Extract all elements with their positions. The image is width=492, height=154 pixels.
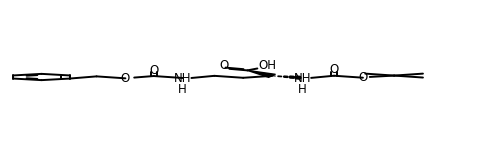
- Text: NH: NH: [174, 72, 192, 85]
- Text: NH: NH: [294, 72, 311, 85]
- Text: H: H: [298, 83, 307, 96]
- Polygon shape: [247, 70, 276, 77]
- Text: OH: OH: [258, 59, 276, 72]
- Text: O: O: [358, 71, 368, 84]
- Text: O: O: [330, 63, 338, 76]
- Text: O: O: [149, 64, 158, 77]
- Text: O: O: [220, 59, 229, 72]
- Text: H: H: [178, 83, 187, 96]
- Text: O: O: [121, 72, 130, 85]
